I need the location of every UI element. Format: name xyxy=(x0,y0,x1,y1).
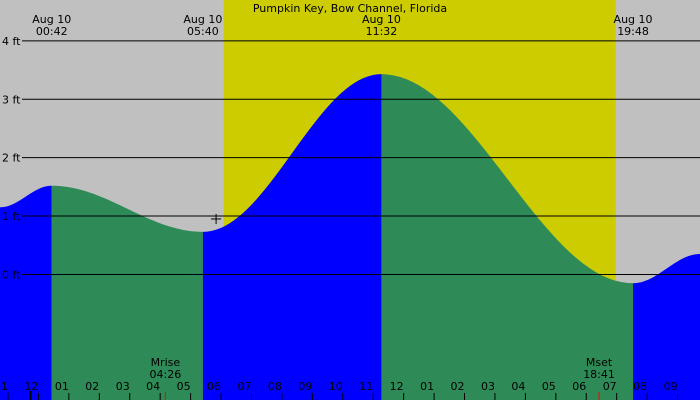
tide-event-date: Aug 10 xyxy=(362,13,401,26)
moon-event-time: 04:26 xyxy=(150,368,182,381)
moon-event-label: Mrise xyxy=(151,356,181,369)
tide-event-date: Aug 10 xyxy=(32,13,71,26)
y-tick-label: 2 ft xyxy=(2,152,21,165)
tide-area xyxy=(0,74,700,400)
hour-tick-label: 07 xyxy=(237,380,251,393)
hour-tick-label: 08 xyxy=(268,380,282,393)
tide-event-time: 00:42 xyxy=(36,25,68,38)
hour-tick-label: 11 xyxy=(0,380,8,393)
tide-event-time: 11:32 xyxy=(366,25,398,38)
hour-tick-label: 12 xyxy=(390,380,404,393)
y-axis-labels: 0 ft 1 ft 2 ft 3 ft 4 ft xyxy=(2,35,21,282)
y-tick-label: 4 ft xyxy=(2,35,21,48)
rising-tide-segment xyxy=(633,254,700,400)
hour-axis: 11 12 01 02 03 04 05 06 07 08 09 10 11 12 01 02 03 04 05 06… xyxy=(0,380,679,400)
falling-tide-segment xyxy=(51,185,203,400)
time-markers xyxy=(29,213,222,400)
hour-tick-label: 02 xyxy=(85,380,99,393)
moon-event-label: Mset xyxy=(586,356,613,369)
hour-tick-label: 02 xyxy=(451,380,465,393)
chart-title: Pumpkin Key, Bow Channel, Florida xyxy=(253,2,447,15)
hour-tick-label: 01 xyxy=(420,380,434,393)
hour-tick-label: 06 xyxy=(572,380,586,393)
hour-tick-label: 09 xyxy=(664,380,678,393)
hour-tick-label: 05 xyxy=(542,380,556,393)
y-tick-label: 3 ft xyxy=(2,93,21,106)
hour-tick-label: 12 xyxy=(24,380,38,393)
hour-tick-label: 07 xyxy=(603,380,617,393)
rising-tide-segment xyxy=(0,185,52,400)
hour-tick-label: 10 xyxy=(329,380,343,393)
tide-event-time: 19:48 xyxy=(617,25,649,38)
hour-tick-label: 06 xyxy=(207,380,221,393)
rising-tide-segment xyxy=(202,74,382,400)
hour-tick-label: 03 xyxy=(116,380,130,393)
hour-tick-label: 05 xyxy=(177,380,191,393)
tide-event-date: Aug 10 xyxy=(614,13,653,26)
tide-event-date: Aug 10 xyxy=(183,13,222,26)
moon-event-time: 18:41 xyxy=(583,368,615,381)
hour-tick-label: 04 xyxy=(146,380,160,393)
hour-tick-label: 08 xyxy=(633,380,647,393)
falling-tide-segment xyxy=(381,74,634,400)
y-tick-label: 0 ft xyxy=(2,268,21,281)
tide-event-time: 05:40 xyxy=(187,25,219,38)
hour-tick-label: 04 xyxy=(511,380,525,393)
height-gridlines xyxy=(22,40,700,275)
hour-tick-label: 01 xyxy=(55,380,69,393)
y-tick-label: 1 ft xyxy=(2,210,21,223)
hour-tick-label: 03 xyxy=(481,380,495,393)
hour-tick-label: 09 xyxy=(298,380,312,393)
hour-tick-label: 11 xyxy=(359,380,373,393)
